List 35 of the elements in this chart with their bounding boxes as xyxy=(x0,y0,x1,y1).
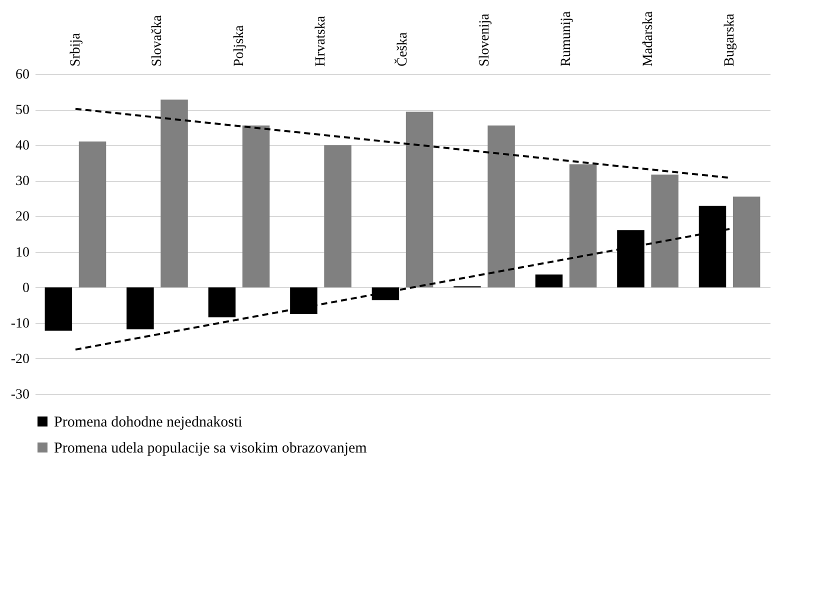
bar xyxy=(732,196,760,288)
bar xyxy=(160,100,188,288)
bar xyxy=(78,142,106,288)
x-tick-label: Srbija xyxy=(68,32,84,66)
bar xyxy=(324,145,352,288)
y-tick-label: 50 xyxy=(16,103,30,118)
bar xyxy=(569,164,597,288)
bar xyxy=(242,126,270,288)
bar xyxy=(406,112,434,288)
y-tick-label: 30 xyxy=(16,174,30,190)
x-tick-label: Bugarska xyxy=(722,12,738,66)
y-tick-label: 40 xyxy=(16,138,30,154)
x-tick-label: Poljska xyxy=(232,24,247,66)
y-tick-label: 20 xyxy=(16,210,30,225)
bar xyxy=(290,287,318,314)
legend-label: Promena udela populacije sa visokim obrazovanjem xyxy=(54,440,368,456)
x-tick-label: Rumunija xyxy=(559,10,574,66)
y-tick-label: 10 xyxy=(16,245,30,260)
x-tick-label: Mađarska xyxy=(640,10,656,66)
bar xyxy=(488,126,515,288)
y-tick-label: 0 xyxy=(22,280,30,296)
x-tick-label: Hrvatska xyxy=(314,15,329,66)
bar xyxy=(44,287,72,331)
bar xyxy=(126,287,154,330)
y-tick-label: -30 xyxy=(10,388,30,402)
bar xyxy=(651,174,678,288)
legend-label: Promena dohodne nejednakosti xyxy=(54,414,242,430)
x-tick-label: Slovenija xyxy=(477,12,492,66)
x-tick-label: Češka xyxy=(394,32,410,66)
bar xyxy=(535,274,563,288)
y-tick-label: -10 xyxy=(10,316,30,332)
bar xyxy=(208,287,236,318)
y-tick-label: 60 xyxy=(16,68,30,82)
x-tick-label: Slovačka xyxy=(150,14,166,66)
y-tick-label: -20 xyxy=(10,352,30,367)
